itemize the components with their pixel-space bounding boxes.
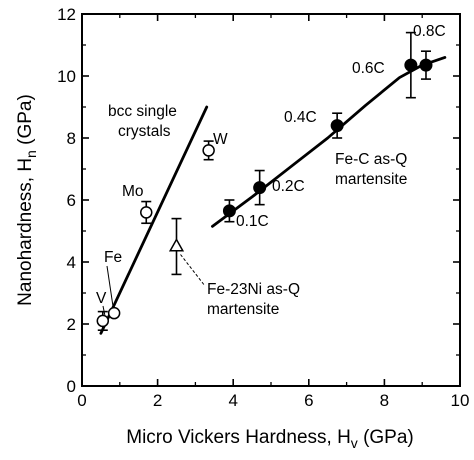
x-axis-title-unit: (GPa) bbox=[358, 427, 414, 448]
y-axis-title-unit: (GPa) bbox=[15, 94, 36, 150]
point-label-v: V bbox=[96, 290, 107, 307]
annotation-feni-line1: Fe-23Ni as-Q bbox=[207, 281, 300, 298]
x-tick-label: 6 bbox=[304, 391, 313, 410]
x-tick-label: 4 bbox=[228, 391, 237, 410]
x-axis-title-subscript: v bbox=[351, 435, 358, 451]
fe-leader-line bbox=[106, 265, 114, 308]
axis-ticks bbox=[81, 13, 461, 387]
annotation-fec-line2: martensite bbox=[335, 171, 407, 188]
y-tick-label: 2 bbox=[67, 315, 76, 334]
point-label-0-4c: 0.4C bbox=[284, 109, 317, 126]
data-point-filled bbox=[222, 204, 236, 218]
v-leader-line bbox=[102, 305, 106, 315]
x-tick-label: 8 bbox=[380, 391, 389, 410]
y-axis-title-subscript: n bbox=[23, 150, 39, 158]
point-label-w: W bbox=[213, 131, 228, 148]
annotation-leaders bbox=[102, 254, 206, 315]
y-axis-title: Nanohardness, Hn (GPa) bbox=[15, 94, 39, 306]
annotation-bcc-line1: bcc single bbox=[108, 103, 177, 120]
data-point-open bbox=[140, 206, 153, 219]
plot-frame bbox=[81, 13, 461, 387]
y-tick-label: 6 bbox=[67, 191, 76, 210]
data-point-filled bbox=[253, 181, 267, 195]
y-tick-label: 0 bbox=[67, 377, 76, 396]
data-point-filled bbox=[404, 58, 418, 72]
annotation-feni-line2: martensite bbox=[207, 301, 279, 318]
y-tick-label: 8 bbox=[67, 129, 76, 148]
annotation-bcc-line2: crystals bbox=[118, 123, 171, 140]
y-tick-label: 12 bbox=[57, 5, 76, 24]
data-markers bbox=[96, 58, 433, 328]
x-axis-title: Micro Vickers Hardness, Hv (GPa) bbox=[126, 427, 414, 451]
y-tick-label: 4 bbox=[67, 253, 76, 272]
point-label-fe: Fe bbox=[104, 249, 122, 266]
fit-line-fe-c bbox=[211, 56, 447, 228]
x-tick-label: 2 bbox=[153, 391, 162, 410]
plot-border bbox=[81, 13, 461, 387]
data-point-filled bbox=[330, 119, 344, 133]
point-label-0-6c: 0.6C bbox=[352, 60, 385, 77]
annotation-fec-line1: Fe-C as-Q bbox=[335, 151, 407, 168]
data-point-open bbox=[107, 306, 121, 320]
point-label-0-1c: 0.1C bbox=[236, 213, 269, 230]
y-tick-label: 10 bbox=[57, 67, 76, 86]
x-tick-label: 0 bbox=[77, 391, 86, 410]
feni-leader-line bbox=[180, 254, 206, 287]
data-point-filled bbox=[419, 58, 433, 72]
data-point-triangle bbox=[168, 237, 185, 252]
x-tick-label: 10 bbox=[451, 391, 470, 410]
data-point-open bbox=[202, 144, 215, 157]
fit-line-bcc bbox=[99, 105, 209, 335]
axis-tick-labels: 0 2 4 6 8 10 0 2 4 6 8 10 12 bbox=[57, 5, 469, 410]
point-label-0-8c: 0.8C bbox=[413, 23, 446, 40]
point-label-0-2c: 0.2C bbox=[272, 178, 305, 195]
point-label-mo: Mo bbox=[122, 183, 144, 200]
data-point-open bbox=[96, 314, 110, 328]
